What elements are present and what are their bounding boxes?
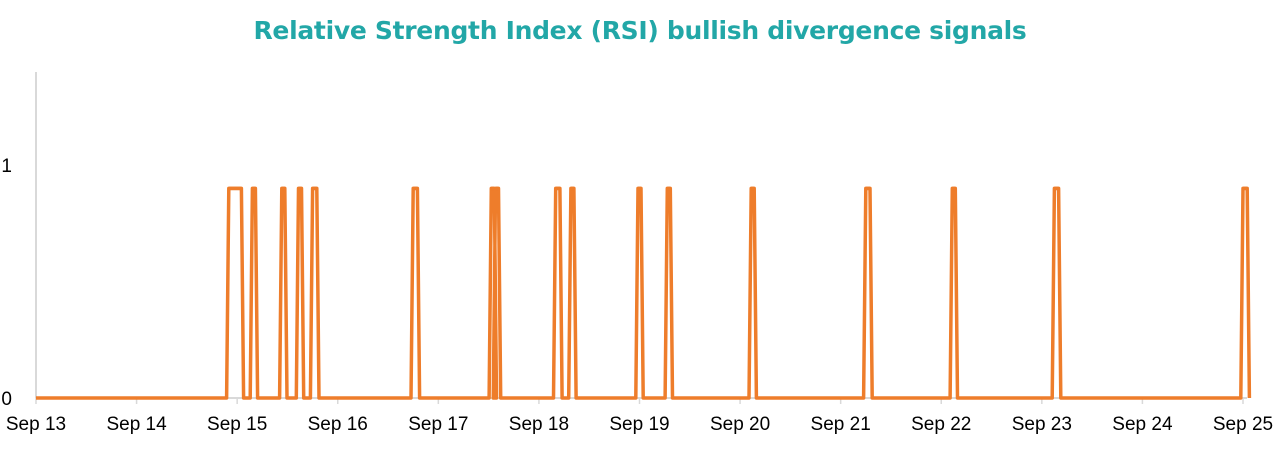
y-tick-label: 1 <box>1 156 12 177</box>
x-tick-label: Sep 19 <box>609 414 669 435</box>
x-tick-label: Sep 22 <box>911 414 971 435</box>
x-tick-label: Sep 16 <box>308 414 368 435</box>
x-tick-label: Sep 23 <box>1012 414 1072 435</box>
x-tick-label: Sep 17 <box>408 414 468 435</box>
x-tick-label: Sep 18 <box>509 414 569 435</box>
signal-series-line <box>36 186 1252 400</box>
y-tick-label: 0 <box>1 389 12 410</box>
x-tick-label: Sep 21 <box>811 414 871 435</box>
series-layer <box>36 186 1252 400</box>
chart-title: Relative Strength Index (RSI) bullish di… <box>253 16 1027 45</box>
x-tick-label: Sep 20 <box>710 414 770 435</box>
x-tick-label: Sep 13 <box>6 414 66 435</box>
tick-labels: Sep 13 Sep 14 Sep 15 Sep 16 Sep 17 Sep 18 Sep … <box>1 156 1273 435</box>
x-tick-label: Sep 14 <box>106 414 167 435</box>
x-tick-label: Sep 15 <box>207 414 267 435</box>
x-tick-label: Sep 24 <box>1112 414 1173 435</box>
x-tick-label: Sep 25 <box>1213 414 1273 435</box>
